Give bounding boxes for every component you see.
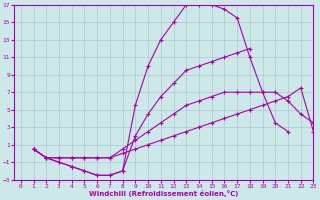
X-axis label: Windchill (Refroidissement éolien,°C): Windchill (Refroidissement éolien,°C)	[89, 190, 239, 197]
